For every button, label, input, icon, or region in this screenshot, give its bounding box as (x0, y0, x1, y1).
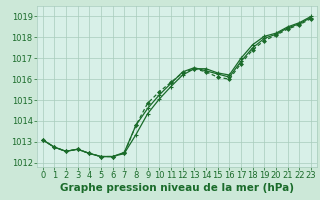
X-axis label: Graphe pression niveau de la mer (hPa): Graphe pression niveau de la mer (hPa) (60, 183, 294, 193)
